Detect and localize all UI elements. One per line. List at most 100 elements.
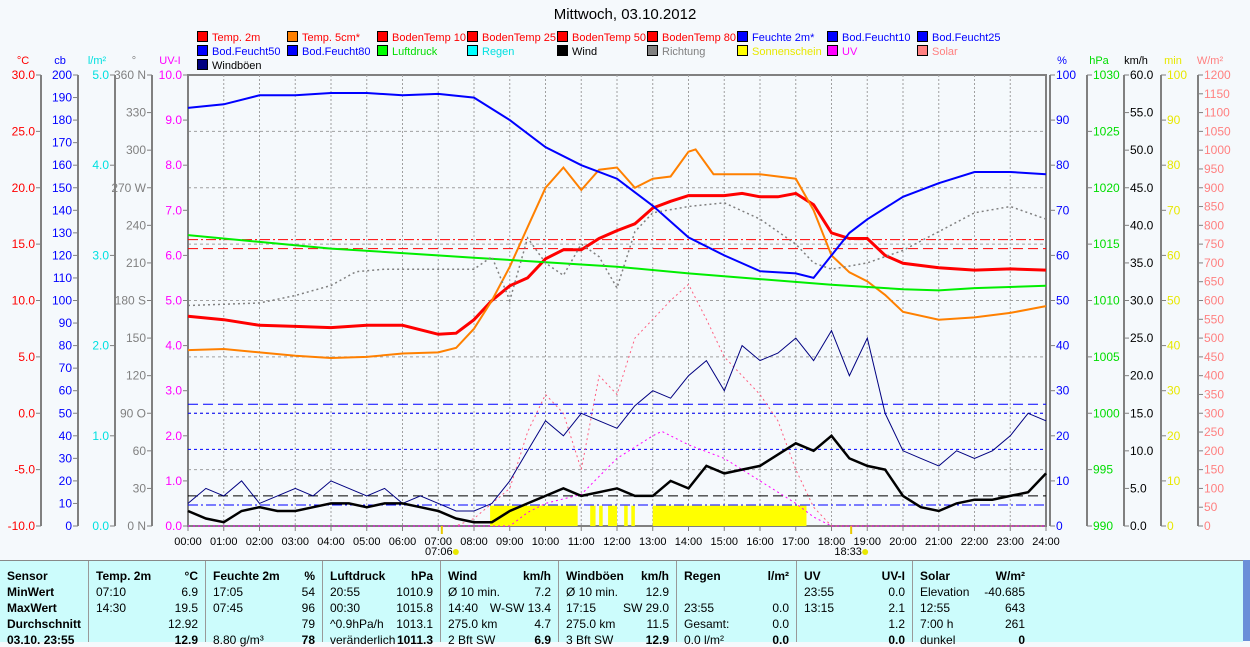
axis-tick-label-min: 20 xyxy=(1167,429,1181,443)
axis-tick-label-uvi: 4.0 xyxy=(165,339,182,353)
legend-item: Wind xyxy=(557,45,597,58)
axis-tick-label-deg: 120 xyxy=(126,369,146,383)
legend-item: Windböen xyxy=(197,59,262,72)
axis-tick-label-deg: 210 xyxy=(126,256,146,270)
series-temp-5cm- xyxy=(187,148,1047,360)
axis-tick-label-C: 25.0 xyxy=(12,124,36,138)
axis-tick-label-wm2: 800 xyxy=(1204,218,1224,232)
table-cell: Ø 10 min. xyxy=(566,585,619,599)
axis-tick-label-min: 50 xyxy=(1167,294,1181,308)
x-tick-label: 08:00 xyxy=(460,536,488,548)
axis-tick-label-wm2: 250 xyxy=(1204,425,1224,439)
axis-tick-label-deg: 150 xyxy=(126,331,146,345)
sunshine-bar xyxy=(590,505,596,526)
legend-swatch xyxy=(377,45,388,56)
axis-tick-label-kmh: 10.0 xyxy=(1130,444,1154,458)
table-value: 6.9 xyxy=(181,585,198,599)
column-header: Windböen xyxy=(566,569,624,583)
axis-tick-label-wm2: 1200 xyxy=(1204,68,1231,82)
legend-label: Wind xyxy=(572,46,598,58)
axis-tick-label-cb: 60 xyxy=(59,384,73,398)
legend-item: BodenTemp 50 xyxy=(557,31,646,44)
table-value: 1015.8 xyxy=(396,601,433,615)
sunrise-icon xyxy=(452,549,459,555)
table-cell: 23:55 xyxy=(684,601,715,615)
table-cell: 12:55 xyxy=(920,601,951,615)
legend-swatch xyxy=(287,45,298,56)
column-header: Sensor xyxy=(7,569,48,583)
sunshine-bar xyxy=(652,505,807,526)
scrollbar[interactable] xyxy=(1243,560,1250,641)
axis-title-wm2: W/m² xyxy=(1197,55,1224,67)
table-value: W-SW 13.4 xyxy=(489,601,551,615)
x-tick-label: 12:00 xyxy=(603,536,631,548)
sunshine-bar xyxy=(599,505,603,526)
table-cell: 14:30 xyxy=(96,601,127,615)
column-unit: UV-I xyxy=(881,569,905,583)
axis-tick-label-kmh: 60.0 xyxy=(1130,68,1154,82)
legend-item: Richtung xyxy=(647,45,705,58)
table-value: 1011.3 xyxy=(396,633,433,647)
series-windb-en xyxy=(187,329,1047,512)
axis-title-cb: cb xyxy=(54,55,66,67)
axis-tick-label-min: 0 xyxy=(1167,519,1174,533)
axis-tick-label-uvi: 0.0 xyxy=(165,519,182,533)
axis-tick-label-pct: 50 xyxy=(1056,294,1070,308)
axis-tick-label-min: 30 xyxy=(1167,384,1181,398)
axis-title-pct: % xyxy=(1057,55,1067,67)
axis-tick-label-pct: 60 xyxy=(1056,248,1070,262)
axis-tick-label-cb: 160 xyxy=(52,158,72,172)
table-column: UV UV-I 23:55 0.0 13:15 2.1 1.2 0.0 xyxy=(796,561,913,647)
x-tick-label: 04:00 xyxy=(317,536,345,548)
x-tick-label: 15:00 xyxy=(710,536,738,548)
axis-tick-label-kmh: 55.0 xyxy=(1130,106,1154,120)
axis-tick-label-C: 10.0 xyxy=(12,294,36,308)
table-column: Temp. 2m °C 07:10 6.9 14:30 19.5 12.92 12.9 xyxy=(88,561,206,647)
x-tick-label: 19:00 xyxy=(853,536,881,548)
x-tick-label: 17:00 xyxy=(782,536,810,548)
column-unit: l/m² xyxy=(767,569,789,583)
table-value: 0.0 xyxy=(888,585,905,599)
legend-item: Feuchte 2m* xyxy=(737,31,814,44)
table-value: 0.0 xyxy=(772,633,789,647)
table-cell: Gesamt: xyxy=(684,617,730,631)
table-cell: 14:40 xyxy=(448,601,479,615)
legend-label: BodenTemp 10 xyxy=(392,32,466,44)
axis-tick-label-kmh: 15.0 xyxy=(1130,406,1154,420)
series-richtung xyxy=(187,202,1047,307)
column-header: Luftdruck xyxy=(330,569,386,583)
series-uv xyxy=(188,430,1046,527)
axis-tick-label-uvi: 9.0 xyxy=(165,113,182,127)
legend-swatch xyxy=(197,59,208,70)
x-tick-label: 18:00 xyxy=(818,536,846,548)
axis-tick-label-cb: 150 xyxy=(52,181,72,195)
table-cell: 7:00 h xyxy=(920,617,954,631)
legend-swatch xyxy=(737,31,748,42)
row-label: MaxWert xyxy=(7,601,57,615)
legend-swatch xyxy=(197,45,208,56)
axis-tick-label-wm2: 950 xyxy=(1204,162,1224,176)
axis-tick-label-min: 70 xyxy=(1167,203,1181,217)
x-tick-label: 20:00 xyxy=(889,536,917,548)
table-cell: 07:10 xyxy=(96,585,127,599)
legend-swatch xyxy=(557,31,568,42)
x-tick-label: 09:00 xyxy=(496,536,524,548)
x-tick-label: 10:00 xyxy=(532,536,560,548)
axis-tick-label-wm2: 350 xyxy=(1204,387,1224,401)
axis-tick-label-min: 80 xyxy=(1167,158,1181,172)
axis-tick-label-cb: 180 xyxy=(52,113,72,127)
legend-item: BodenTemp 80 xyxy=(647,31,736,44)
axis-tick-label-pct: 90 xyxy=(1056,113,1070,127)
axis-tick-label-rain: 4.0 xyxy=(92,158,109,172)
table-cell: 17:05 xyxy=(213,585,244,599)
table-value: 78 xyxy=(301,633,315,647)
table-value: 2.1 xyxy=(888,601,905,615)
axis-tick-label-pct: 100 xyxy=(1056,68,1076,82)
legend-item: Temp. 5cm* xyxy=(287,31,360,44)
axis-tick-label-C: 20.0 xyxy=(12,181,36,195)
axis-tick-label-kmh: 45.0 xyxy=(1130,181,1154,195)
axis-title-uvi: UV-I xyxy=(159,55,180,67)
axis-tick-label-hpa: 1010 xyxy=(1093,294,1120,308)
legend-item: Bod.Feucht50 xyxy=(197,45,281,58)
table-value: 0.0 xyxy=(772,617,789,631)
